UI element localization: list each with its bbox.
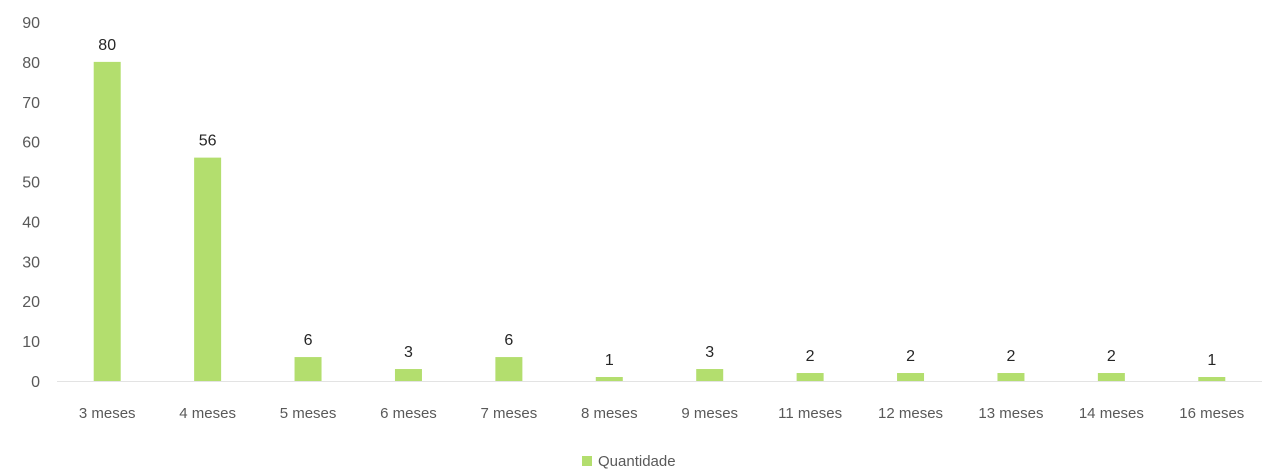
bar bbox=[595, 377, 623, 381]
y-tick-label: 60 bbox=[22, 135, 40, 152]
x-tick-label: 6 meses bbox=[380, 405, 437, 422]
y-tick-label: 0 bbox=[31, 374, 40, 391]
x-tick-label: 9 meses bbox=[681, 405, 738, 422]
bar bbox=[1198, 377, 1226, 381]
x-tick-label: 12 meses bbox=[878, 405, 943, 422]
x-tick-label: 7 meses bbox=[481, 405, 538, 422]
bar bbox=[394, 369, 422, 381]
data-label: 2 bbox=[1107, 348, 1116, 365]
data-label: 3 bbox=[404, 344, 413, 361]
x-tick-label: 13 meses bbox=[978, 405, 1043, 422]
data-label: 6 bbox=[304, 332, 313, 349]
y-tick-label: 20 bbox=[22, 294, 40, 311]
x-tick-label: 5 meses bbox=[280, 405, 337, 422]
legend-swatch bbox=[582, 456, 592, 466]
bar bbox=[1097, 373, 1125, 381]
y-tick-label: 10 bbox=[22, 334, 40, 351]
bar bbox=[93, 61, 121, 382]
data-label: 3 bbox=[705, 344, 714, 361]
y-tick-label: 30 bbox=[22, 254, 40, 271]
data-label: 2 bbox=[906, 348, 915, 365]
bar bbox=[194, 157, 222, 381]
x-tick-label: 16 meses bbox=[1179, 405, 1244, 422]
bars bbox=[93, 61, 1226, 382]
y-tick-label: 50 bbox=[22, 175, 40, 192]
data-label: 6 bbox=[504, 332, 513, 349]
data-label: 1 bbox=[605, 352, 614, 369]
bar bbox=[495, 357, 523, 381]
legend: Quantidade bbox=[582, 453, 676, 470]
x-tick-label: 3 meses bbox=[79, 405, 136, 422]
data-label: 1 bbox=[1207, 352, 1216, 369]
bar bbox=[294, 357, 322, 381]
y-tick-label: 40 bbox=[22, 214, 40, 231]
data-label: 2 bbox=[1007, 348, 1016, 365]
y-tick-label: 90 bbox=[22, 15, 40, 32]
x-tick-label: 8 meses bbox=[581, 405, 638, 422]
bar bbox=[696, 369, 724, 381]
y-tick-label: 80 bbox=[22, 55, 40, 72]
x-tick-label: 4 meses bbox=[179, 405, 236, 422]
data-label: 2 bbox=[806, 348, 815, 365]
x-tick-label: 14 meses bbox=[1079, 405, 1144, 422]
x-axis: 3 meses 4 meses 5 meses 6 meses 7 meses 8 mes… bbox=[57, 381, 1262, 422]
legend-label: Quantidade bbox=[598, 453, 676, 470]
data-label: 56 bbox=[199, 133, 217, 150]
y-axis: 0 10 20 30 40 50 60 70 80 90 bbox=[22, 15, 40, 391]
bar bbox=[897, 373, 925, 381]
y-tick-label: 70 bbox=[22, 95, 40, 112]
data-labels: 80 56 6 3 6 1 3 2 2 2 2 1 bbox=[98, 37, 1216, 369]
bar bbox=[997, 373, 1025, 381]
x-tick-label: 11 meses bbox=[778, 405, 842, 422]
data-label: 80 bbox=[98, 37, 116, 54]
bar bbox=[796, 373, 824, 381]
